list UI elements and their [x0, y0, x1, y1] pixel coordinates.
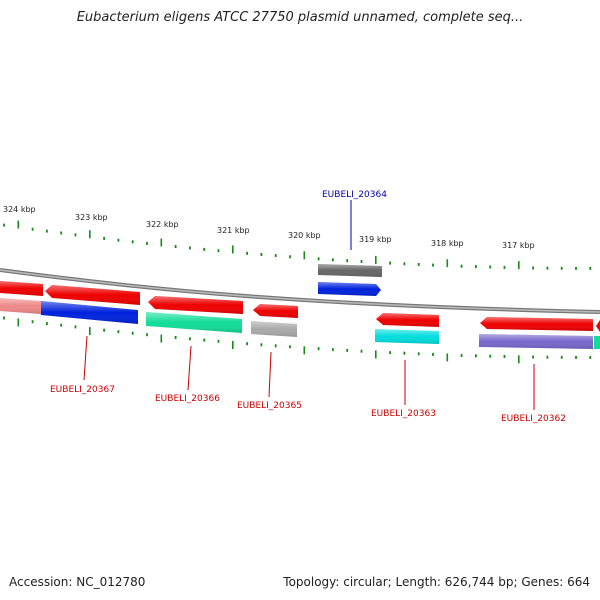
gene-row — [0, 298, 600, 349]
scale-label-321: 321 kbp — [217, 226, 250, 235]
leader-20365 — [268, 351, 272, 398]
gene-label-20367[interactable]: EUBELI_20367 — [50, 385, 115, 395]
gene-feature-20364[interactable] — [318, 264, 382, 296]
gene-label-20362[interactable]: EUBELI_20362 — [501, 414, 566, 424]
outer-tick-track — [3, 220, 592, 270]
scale-label-317: 317 kbp — [502, 241, 535, 250]
gene-label-20365[interactable]: EUBELI_20365 — [237, 401, 302, 411]
leader-20366 — [187, 345, 192, 391]
scale-label-323: 323 kbp — [75, 213, 108, 222]
topology-summary: Topology: circular; Length: 626,744 bp; … — [283, 575, 590, 589]
cds-row — [0, 281, 600, 332]
scale-label-324: 324 kbp — [3, 205, 36, 214]
scale-label-318: 318 kbp — [431, 239, 464, 248]
inner-tick-track — [3, 316, 592, 364]
gene-label-20364[interactable]: EUBELI_20364 — [322, 190, 387, 200]
scale-label-320: 320 kbp — [288, 231, 321, 240]
accession-text: Accession: NC_012780 — [9, 575, 146, 589]
gene-label-20366[interactable]: EUBELI_20366 — [155, 394, 220, 404]
gene-label-20363[interactable]: EUBELI_20363 — [371, 409, 436, 419]
map-title: Eubacterium eligens ATCC 27750 plasmid u… — [76, 10, 524, 25]
scale-label-322: 322 kbp — [146, 220, 179, 229]
scale-label-319: 319 kbp — [359, 235, 392, 244]
leader-20367 — [83, 335, 88, 381]
